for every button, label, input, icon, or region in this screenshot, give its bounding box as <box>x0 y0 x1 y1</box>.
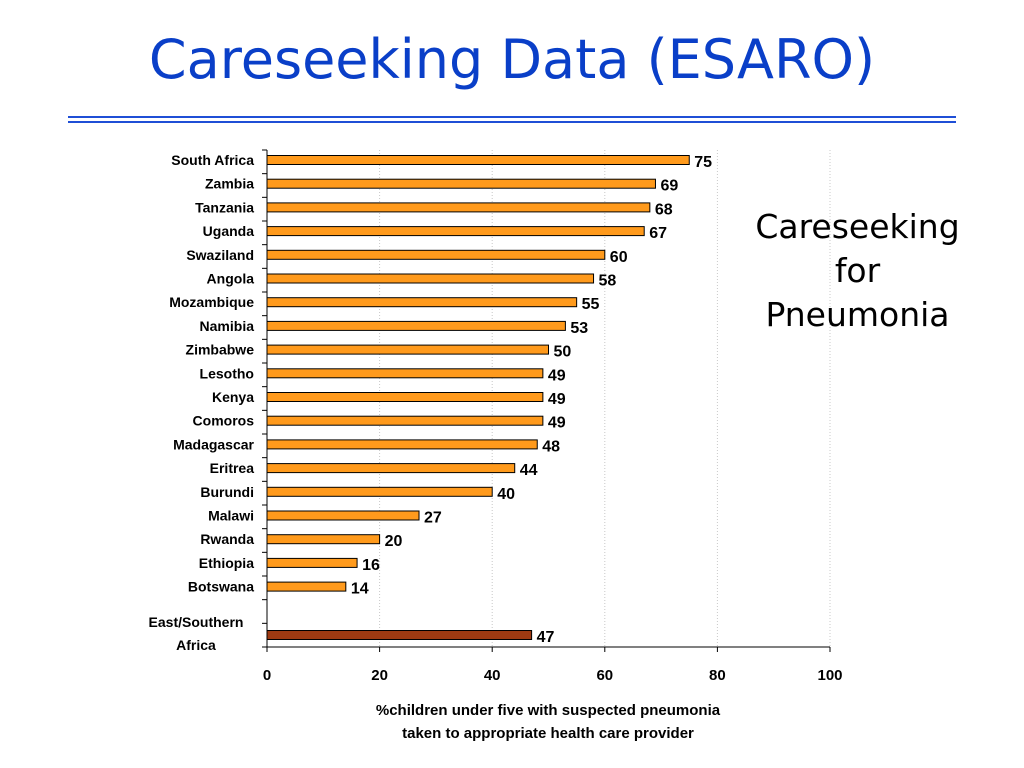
data-label: 60 <box>610 249 628 266</box>
x-axis-label-line: %children under five with suspected pneu… <box>375 702 721 719</box>
x-axis-label-line: taken to appropriate health care provide… <box>402 725 694 742</box>
category-label: Kenya <box>212 389 254 405</box>
side-caption-line: Pneumonia <box>765 295 950 334</box>
data-label: 40 <box>497 486 515 503</box>
data-label: 53 <box>570 320 588 337</box>
data-label: 20 <box>385 533 403 550</box>
category-label: Botswana <box>188 579 254 595</box>
category-label: Comoros <box>193 413 255 429</box>
category-label: Uganda <box>203 223 255 239</box>
category-label: Angola <box>207 271 255 287</box>
category-label: Namibia <box>200 318 255 334</box>
x-tick-label: 100 <box>817 667 842 684</box>
category-label: Zimbabwe <box>186 342 255 358</box>
category-label: Ethiopia <box>199 555 254 571</box>
bar <box>266 392 544 402</box>
data-label: 67 <box>649 225 667 242</box>
bar <box>266 297 578 308</box>
category-label: Lesotho <box>200 365 254 381</box>
bar <box>266 273 595 284</box>
category-label: Madagascar <box>173 436 254 452</box>
data-label: 27 <box>424 510 442 527</box>
aggregate-bar <box>266 630 533 640</box>
aggregate-category-label: East/Southern <box>149 614 244 630</box>
x-tick-label: 80 <box>709 667 726 684</box>
bar <box>266 368 544 379</box>
title-divider-secondary <box>68 121 956 123</box>
category-label: Eritrea <box>210 460 255 476</box>
x-axis-label: %children under five with suspected pneu… <box>268 699 828 745</box>
data-label: 49 <box>548 391 566 408</box>
bar <box>266 415 544 426</box>
bar <box>266 439 538 450</box>
data-label: 44 <box>520 462 538 479</box>
bar <box>266 344 549 355</box>
side-caption: Careseeking for Pneumonia <box>735 205 980 337</box>
category-label: Mozambique <box>169 294 254 310</box>
aggregate-data-label: 47 <box>537 629 555 646</box>
x-tick-label: 20 <box>371 667 388 684</box>
category-label: South Africa <box>171 152 254 168</box>
data-label: 48 <box>542 438 560 455</box>
side-caption-line: for <box>834 251 881 290</box>
bar <box>266 155 690 165</box>
data-label: 69 <box>660 178 678 195</box>
bar <box>266 226 645 237</box>
x-tick-label: 60 <box>596 667 613 684</box>
bar <box>266 534 381 545</box>
side-caption-line: Careseeking <box>755 207 960 246</box>
bar <box>266 510 420 521</box>
data-label: 14 <box>351 581 369 598</box>
aggregate-category-label: Africa <box>176 637 216 653</box>
data-label: 75 <box>694 154 712 171</box>
category-label: Zambia <box>205 176 254 192</box>
data-label: 50 <box>554 344 572 361</box>
x-tick-label: 40 <box>484 667 501 684</box>
data-label: 49 <box>548 367 566 384</box>
data-label: 49 <box>548 415 566 432</box>
bar <box>266 557 358 568</box>
bar <box>266 463 516 474</box>
data-label: 58 <box>599 273 617 290</box>
x-tick-label: 0 <box>263 667 271 684</box>
bar <box>266 320 566 331</box>
bar <box>266 486 493 497</box>
data-label: 55 <box>582 296 600 313</box>
category-label: Burundi <box>200 484 254 500</box>
category-label: Swaziland <box>186 247 254 263</box>
bar <box>266 581 347 592</box>
title-divider <box>68 116 956 118</box>
bar <box>266 178 656 189</box>
category-label: Malawi <box>208 508 254 524</box>
bar <box>266 202 651 213</box>
data-label: 16 <box>362 557 380 574</box>
data-label: 68 <box>655 201 673 218</box>
category-label: Rwanda <box>200 531 254 547</box>
slide-title: Careseeking Data (ESARO) <box>148 28 876 91</box>
category-label: Tanzania <box>195 199 254 215</box>
bar <box>266 249 606 260</box>
